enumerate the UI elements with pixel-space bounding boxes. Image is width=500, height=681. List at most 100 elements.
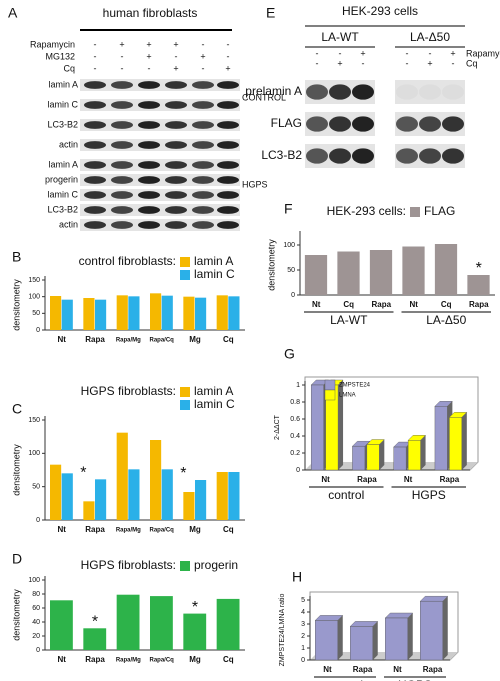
blot-band: [352, 116, 374, 132]
y-tick-label: 100: [28, 450, 40, 457]
x-tick-label: Mg: [189, 335, 201, 344]
blot-band: [396, 116, 418, 132]
legend-title: HEK-293 cells:: [327, 204, 406, 218]
bar: [369, 250, 393, 295]
blot-band: [111, 161, 133, 169]
blot-band: [419, 148, 441, 164]
group-label: HGPS: [412, 488, 446, 502]
blot-band: [192, 176, 214, 184]
band-label: lamin C: [47, 189, 78, 199]
band-label: lamin A: [48, 79, 78, 89]
bar: [83, 298, 95, 330]
y-axis-label: densitometry: [11, 444, 21, 496]
y-tick-label: 20: [32, 633, 40, 640]
blot-band: [192, 101, 214, 109]
legend-label: lamin C: [194, 397, 235, 411]
blot-band: [419, 116, 441, 132]
treatment-sign: -: [406, 58, 409, 68]
significance-mark: *: [80, 465, 86, 482]
treatment-sign: -: [121, 63, 124, 73]
x-tick-label: Rapa/Cq: [149, 658, 174, 664]
section-label: HGPS: [242, 179, 268, 189]
group-label: HGPS: [398, 678, 432, 681]
band-label: actin: [59, 219, 78, 229]
blot-band: [138, 221, 160, 229]
bar-side: [407, 613, 413, 660]
treatment-sign: -: [339, 48, 342, 58]
x-tick-label: Nt: [57, 655, 66, 664]
y-tick-label: 0: [36, 327, 40, 334]
bar: [216, 472, 228, 520]
blot-band: [192, 206, 214, 214]
y-tick-label: 1: [301, 645, 305, 652]
bar: [315, 620, 338, 661]
blot-band: [138, 206, 160, 214]
y-tick-label: 100: [28, 294, 40, 301]
treatment-sign: +: [337, 58, 342, 68]
blot-band: [138, 81, 160, 89]
band-label: progerin: [45, 174, 78, 184]
x-tick-label: Rapa: [85, 335, 105, 344]
x-tick-label: Rapa: [353, 665, 373, 674]
blot-band: [217, 101, 239, 109]
blot-band: [442, 116, 464, 132]
blot-band: [84, 161, 106, 169]
treatment-sign: -: [316, 48, 319, 58]
blot-band: [217, 141, 239, 149]
x-tick-label: Nt: [393, 665, 402, 674]
panel-letter: H: [292, 569, 302, 585]
legend-label: lamin A: [194, 384, 233, 398]
bar: [195, 480, 207, 520]
blot-band: [84, 191, 106, 199]
treatment-sign: +: [173, 39, 178, 49]
y-tick-label: 100: [28, 577, 40, 584]
blot-band: [84, 141, 106, 149]
blot-title: HEK-293 cells: [342, 4, 418, 18]
legend-label: lamin C: [194, 267, 235, 281]
treatment-sign: +: [173, 63, 178, 73]
blot-band: [217, 161, 239, 169]
bar: [434, 406, 448, 471]
bar: [161, 295, 173, 330]
blot-band: [111, 101, 133, 109]
treatment-label: Rapamycin: [466, 48, 500, 58]
treatment-label: Cq: [466, 58, 478, 68]
x-tick-label: Nt: [404, 475, 413, 484]
blot-band: [165, 206, 187, 214]
treatment-sign: -: [94, 51, 97, 61]
bar: [83, 501, 95, 520]
blot-band: [352, 84, 374, 100]
y-tick-label: 0: [36, 647, 40, 654]
blot-band: [84, 221, 106, 229]
bar: [216, 295, 228, 330]
bar-side: [379, 439, 385, 470]
blot-band: [192, 161, 214, 169]
bar-side: [372, 621, 378, 660]
y-tick-label: 0.8: [290, 399, 300, 406]
bar: [116, 295, 128, 330]
treatment-sign: -: [175, 51, 178, 61]
bar: [150, 440, 162, 520]
x-tick-label: Nt: [57, 525, 66, 534]
x-tick-label: Rapa: [85, 525, 105, 534]
blot-band: [84, 121, 106, 129]
bar: [352, 446, 366, 471]
blot-band: [84, 101, 106, 109]
blot-band: [192, 121, 214, 129]
section-label: CONTROL: [242, 92, 286, 102]
group-label: LA-WT: [330, 313, 368, 327]
bar: [402, 246, 425, 295]
blot-band: [111, 121, 133, 129]
bar: [50, 296, 62, 330]
bar: [95, 299, 107, 330]
bar: [161, 469, 173, 520]
y-tick-label: 0: [36, 517, 40, 524]
blot-band: [111, 141, 133, 149]
blot-band: [192, 191, 214, 199]
bar: [216, 598, 240, 650]
bar: [195, 297, 207, 330]
x-tick-label: Nt: [321, 475, 330, 484]
blot-band: [111, 206, 133, 214]
y-tick-label: 80: [32, 591, 40, 598]
